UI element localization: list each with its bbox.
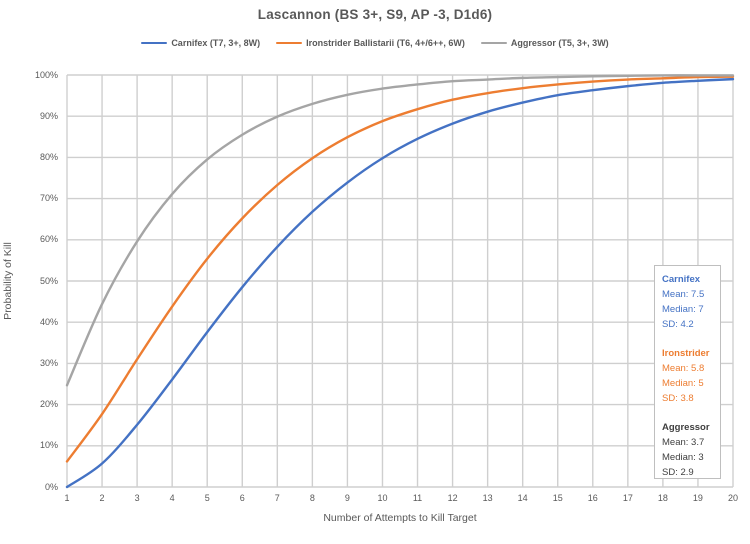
series-line-2 xyxy=(65,74,735,387)
legend-line-swatch-ironstrider xyxy=(276,41,303,45)
x-tick-label: 16 xyxy=(587,493,598,503)
stats-name: Ironstrider xyxy=(662,348,710,359)
x-tick-label: 13 xyxy=(482,493,493,503)
stats-median: Median: 5 xyxy=(662,378,704,389)
x-tick-label: 3 xyxy=(134,493,140,503)
x-tick-label: 4 xyxy=(169,493,175,503)
y-axis-title: Probability of Kill xyxy=(2,242,14,320)
y-tick-label: 80% xyxy=(39,151,58,162)
legend-line-swatch-carnifex xyxy=(141,41,168,45)
x-axis-title: Number of Attempts to Kill Target xyxy=(323,512,477,524)
y-tick-label: 100% xyxy=(34,69,58,80)
stats-mean: Mean: 7.5 xyxy=(662,289,705,300)
legend-item-aggressor: Aggressor (T5, 3+, 3W) xyxy=(480,38,609,48)
stats-group-carnifex: Carnifex Mean: 7.5 Median: 7 SD: 4.2 xyxy=(662,272,720,332)
series-line-1 xyxy=(65,75,735,463)
x-tick-label: 11 xyxy=(412,493,423,503)
x-tick-label: 6 xyxy=(239,493,245,503)
stats-sd: SD: 3.8 xyxy=(662,393,694,404)
stats-box: Carnifex Mean: 7.5 Median: 7 SD: 4.2 Iro… xyxy=(654,265,721,479)
x-tick-label: 12 xyxy=(447,493,458,503)
chart-title: Lascannon (BS 3+, S9, AP -3, D1d6) xyxy=(257,7,493,22)
x-tick-label: 7 xyxy=(274,493,280,503)
x-tick-label: 9 xyxy=(344,493,350,503)
x-tick-label: 17 xyxy=(622,493,633,503)
legend-label-aggressor: Aggressor (T5, 3+, 3W) xyxy=(510,38,609,48)
x-tick-label: 15 xyxy=(552,493,563,503)
x-tick-label: 10 xyxy=(377,493,388,503)
x-tick-label: 1 xyxy=(64,493,70,503)
x-tick-label: 14 xyxy=(517,493,528,503)
y-tick-label: 40% xyxy=(39,316,58,327)
y-tick-label: 50% xyxy=(39,275,58,286)
x-tick-label: 5 xyxy=(204,493,210,503)
x-tick-label: 20 xyxy=(727,493,738,503)
stats-group-aggressor: Aggressor Mean: 3.7 Median: 3 SD: 2.9 xyxy=(662,420,720,480)
stats-name: Aggressor xyxy=(662,422,710,433)
y-tick-label: 20% xyxy=(39,399,58,410)
stats-group-ironstrider: Ironstrider Mean: 5.8 Median: 5 SD: 3.8 xyxy=(662,346,720,406)
y-tick-label: 60% xyxy=(39,234,58,245)
stats-name: Carnifex xyxy=(662,274,701,285)
stats-median: Median: 7 xyxy=(662,304,704,315)
legend: Carnifex (T7, 3+, 8W) Ironstrider Ballis… xyxy=(0,38,750,48)
legend-label-carnifex: Carnifex (T7, 3+, 8W) xyxy=(171,38,261,48)
x-tick-label: 2 xyxy=(99,493,105,503)
legend-item-ironstrider: Ironstrider Ballistarii (T6, 4+/6++, 6W) xyxy=(276,38,465,48)
x-tick-label: 8 xyxy=(309,493,315,503)
x-tick-label: 18 xyxy=(657,493,668,503)
legend-line-swatch-aggressor xyxy=(480,41,507,45)
stats-median: Median: 3 xyxy=(662,452,704,463)
series-line-0 xyxy=(65,77,735,489)
legend-label-ironstrider: Ironstrider Ballistarii (T6, 4+/6++, 6W) xyxy=(306,38,465,48)
y-tick-label: 0% xyxy=(44,481,58,492)
y-tick-label: 70% xyxy=(39,193,58,204)
stats-mean: Mean: 3.7 xyxy=(662,437,705,448)
stats-sd: SD: 4.2 xyxy=(662,319,694,330)
stats-mean: Mean: 5.8 xyxy=(662,363,705,374)
stats-sd: SD: 2.9 xyxy=(662,467,694,478)
y-tick-label: 30% xyxy=(39,357,58,368)
legend-item-carnifex: Carnifex (T7, 3+, 8W) xyxy=(141,38,260,48)
y-tick-label: 10% xyxy=(39,440,58,451)
y-tick-label: 90% xyxy=(39,110,58,121)
x-tick-label: 19 xyxy=(692,493,703,503)
